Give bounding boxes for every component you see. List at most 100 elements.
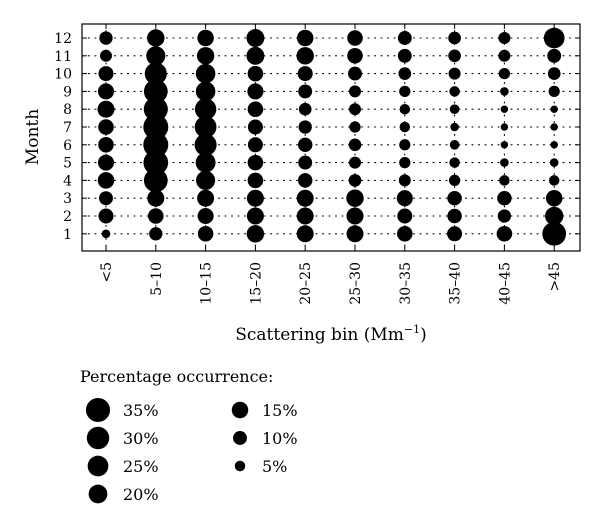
legend-label-35: 35% bbox=[123, 401, 159, 420]
bubble-month-10-bin-0 bbox=[98, 66, 114, 82]
bubble-month-5-bin-1 bbox=[143, 150, 169, 175]
legend: 35% 30% 25% 20% 15% 10% 5% bbox=[85, 397, 298, 504]
legend-label-25: 25% bbox=[123, 457, 159, 476]
y-tick-label-1: 1 bbox=[63, 227, 72, 243]
bubble-month-12-bin-8 bbox=[498, 32, 511, 44]
bubble-month-10-bin-6 bbox=[398, 67, 412, 80]
bubble-month-5-bin-5 bbox=[349, 156, 361, 169]
bubble-month-2-bin-0 bbox=[98, 208, 114, 224]
y-tick-label-3: 3 bbox=[63, 191, 72, 207]
legend-label-30: 30% bbox=[123, 429, 159, 448]
legend-bubble-25 bbox=[87, 455, 109, 477]
bubble-month-6-bin-6 bbox=[399, 139, 411, 151]
x-axis-label: Scattering bin (Mm−1) bbox=[235, 323, 427, 345]
bubble-month-6-bin-0 bbox=[98, 137, 114, 153]
y-tick-label-4: 4 bbox=[63, 173, 72, 189]
bubble-month-8-bin-7 bbox=[449, 104, 460, 114]
legend-bubble-5 bbox=[234, 460, 246, 472]
legend-label-20: 20% bbox=[123, 485, 159, 504]
bubble-month-8-bin-8 bbox=[500, 105, 509, 113]
bubble-month-5-bin-8 bbox=[500, 158, 509, 167]
bubble-month-2-bin-1 bbox=[148, 208, 164, 224]
bubble-layer bbox=[97, 27, 567, 246]
bubble-month-11-bin-2 bbox=[196, 47, 215, 65]
bubble-month-8-bin-4 bbox=[298, 102, 312, 116]
legend-bubble-30 bbox=[86, 426, 110, 450]
bubble-month-7-bin-1 bbox=[143, 114, 169, 140]
bubble-month-2-bin-2 bbox=[197, 207, 214, 225]
x-tick-label-2: 10–15 bbox=[199, 262, 215, 305]
legend-bubble-20 bbox=[88, 484, 108, 504]
bubble-month-12-bin-2 bbox=[197, 29, 214, 47]
bubble-month-4-bin-4 bbox=[297, 173, 313, 188]
bubble-month-12-bin-3 bbox=[246, 29, 265, 47]
bubble-month-9-bin-5 bbox=[349, 85, 361, 98]
x-tick-label-5: 25–30 bbox=[348, 262, 364, 305]
legend-bubble-10 bbox=[233, 431, 247, 445]
bubble-month-5-bin-3 bbox=[247, 154, 264, 171]
bubble-month-10-bin-7 bbox=[448, 67, 461, 80]
bubble-month-3-bin-8 bbox=[497, 190, 512, 206]
bubble-month-7-bin-5 bbox=[349, 121, 361, 133]
bubble-month-6-bin-8 bbox=[500, 141, 509, 149]
bubble-month-4-bin-2 bbox=[196, 170, 216, 190]
x-tick-label-7: 35–40 bbox=[448, 262, 464, 305]
bubble-month-9-bin-8 bbox=[500, 87, 509, 96]
x-tick-label-3: 15–20 bbox=[248, 262, 264, 305]
x-tick-labels: <5 5–10 10–15 15–20 20–25 25–30 30–35 35–40 40–4… bbox=[99, 24, 563, 305]
y-tick-label-2: 2 bbox=[63, 209, 72, 225]
bubble-month-7-bin-9 bbox=[550, 123, 558, 131]
x-tick-label-4: 20–25 bbox=[298, 262, 314, 305]
x-tick-label-1: 5–10 bbox=[149, 262, 165, 296]
bubble-month-5-bin-4 bbox=[298, 155, 313, 170]
plot-frame bbox=[81, 23, 581, 252]
bubble-month-9-bin-1 bbox=[143, 79, 168, 104]
bubble-month-1-bin-9 bbox=[542, 221, 567, 246]
x-axis-label-main: Scattering bin (Mm bbox=[235, 325, 404, 345]
legend-label-15: 15% bbox=[262, 401, 298, 420]
bubble-month-1-bin-2 bbox=[197, 226, 214, 242]
bubble-month-8-bin-5 bbox=[349, 103, 361, 116]
bubble-month-2-bin-5 bbox=[346, 207, 364, 225]
bubble-month-1-bin-7 bbox=[447, 226, 463, 242]
legend-label-5: 5% bbox=[262, 457, 287, 476]
bubble-month-9-bin-3 bbox=[247, 83, 264, 100]
bubble-month-1-bin-4 bbox=[296, 225, 314, 243]
legend-label-10: 10% bbox=[262, 429, 298, 448]
bubble-month-5-bin-2 bbox=[195, 152, 216, 173]
bubble-month-11-bin-3 bbox=[246, 46, 265, 65]
bubble-month-4-bin-9 bbox=[548, 175, 560, 186]
bubble-month-9-bin-4 bbox=[298, 84, 313, 99]
bubble-month-4-bin-3 bbox=[247, 172, 264, 189]
bubble-month-8-bin-6 bbox=[399, 103, 411, 115]
x-axis-label-tail: ) bbox=[420, 325, 427, 345]
bubble-month-1-bin-5 bbox=[346, 225, 364, 243]
bubble-month-4-bin-8 bbox=[499, 175, 510, 186]
bubble-month-3-bin-2 bbox=[197, 189, 215, 207]
legend-bubble-35 bbox=[85, 397, 111, 423]
bubble-month-8-bin-1 bbox=[143, 97, 168, 122]
bubble-month-1-bin-3 bbox=[246, 225, 265, 243]
y-tick-label-8: 8 bbox=[63, 102, 72, 118]
y-tick-label-6: 6 bbox=[63, 138, 72, 154]
bubble-month-5-bin-6 bbox=[399, 156, 411, 169]
bubble-month-2-bin-6 bbox=[397, 208, 413, 224]
bubble-month-3-bin-7 bbox=[447, 190, 462, 206]
y-tick-label-7: 7 bbox=[63, 120, 72, 136]
x-tick-label-6: 30–35 bbox=[398, 262, 414, 305]
y-tick-label-12: 12 bbox=[54, 31, 72, 47]
bubble-month-6-bin-1 bbox=[143, 132, 169, 158]
bubble-month-8-bin-9 bbox=[550, 105, 558, 113]
bubble-month-3-bin-4 bbox=[296, 189, 314, 207]
bubble-month-12-bin-0 bbox=[99, 31, 113, 45]
bubble-month-10-bin-9 bbox=[547, 67, 561, 80]
bubble-month-7-bin-2 bbox=[194, 116, 217, 138]
bubble-month-7-bin-4 bbox=[298, 120, 312, 134]
bubble-month-4-bin-5 bbox=[348, 174, 362, 187]
bubble-month-4-bin-6 bbox=[398, 174, 411, 187]
bubble-month-11-bin-0 bbox=[100, 49, 112, 62]
bubble-month-11-bin-1 bbox=[146, 46, 166, 66]
bubble-month-2-bin-9 bbox=[545, 206, 564, 226]
